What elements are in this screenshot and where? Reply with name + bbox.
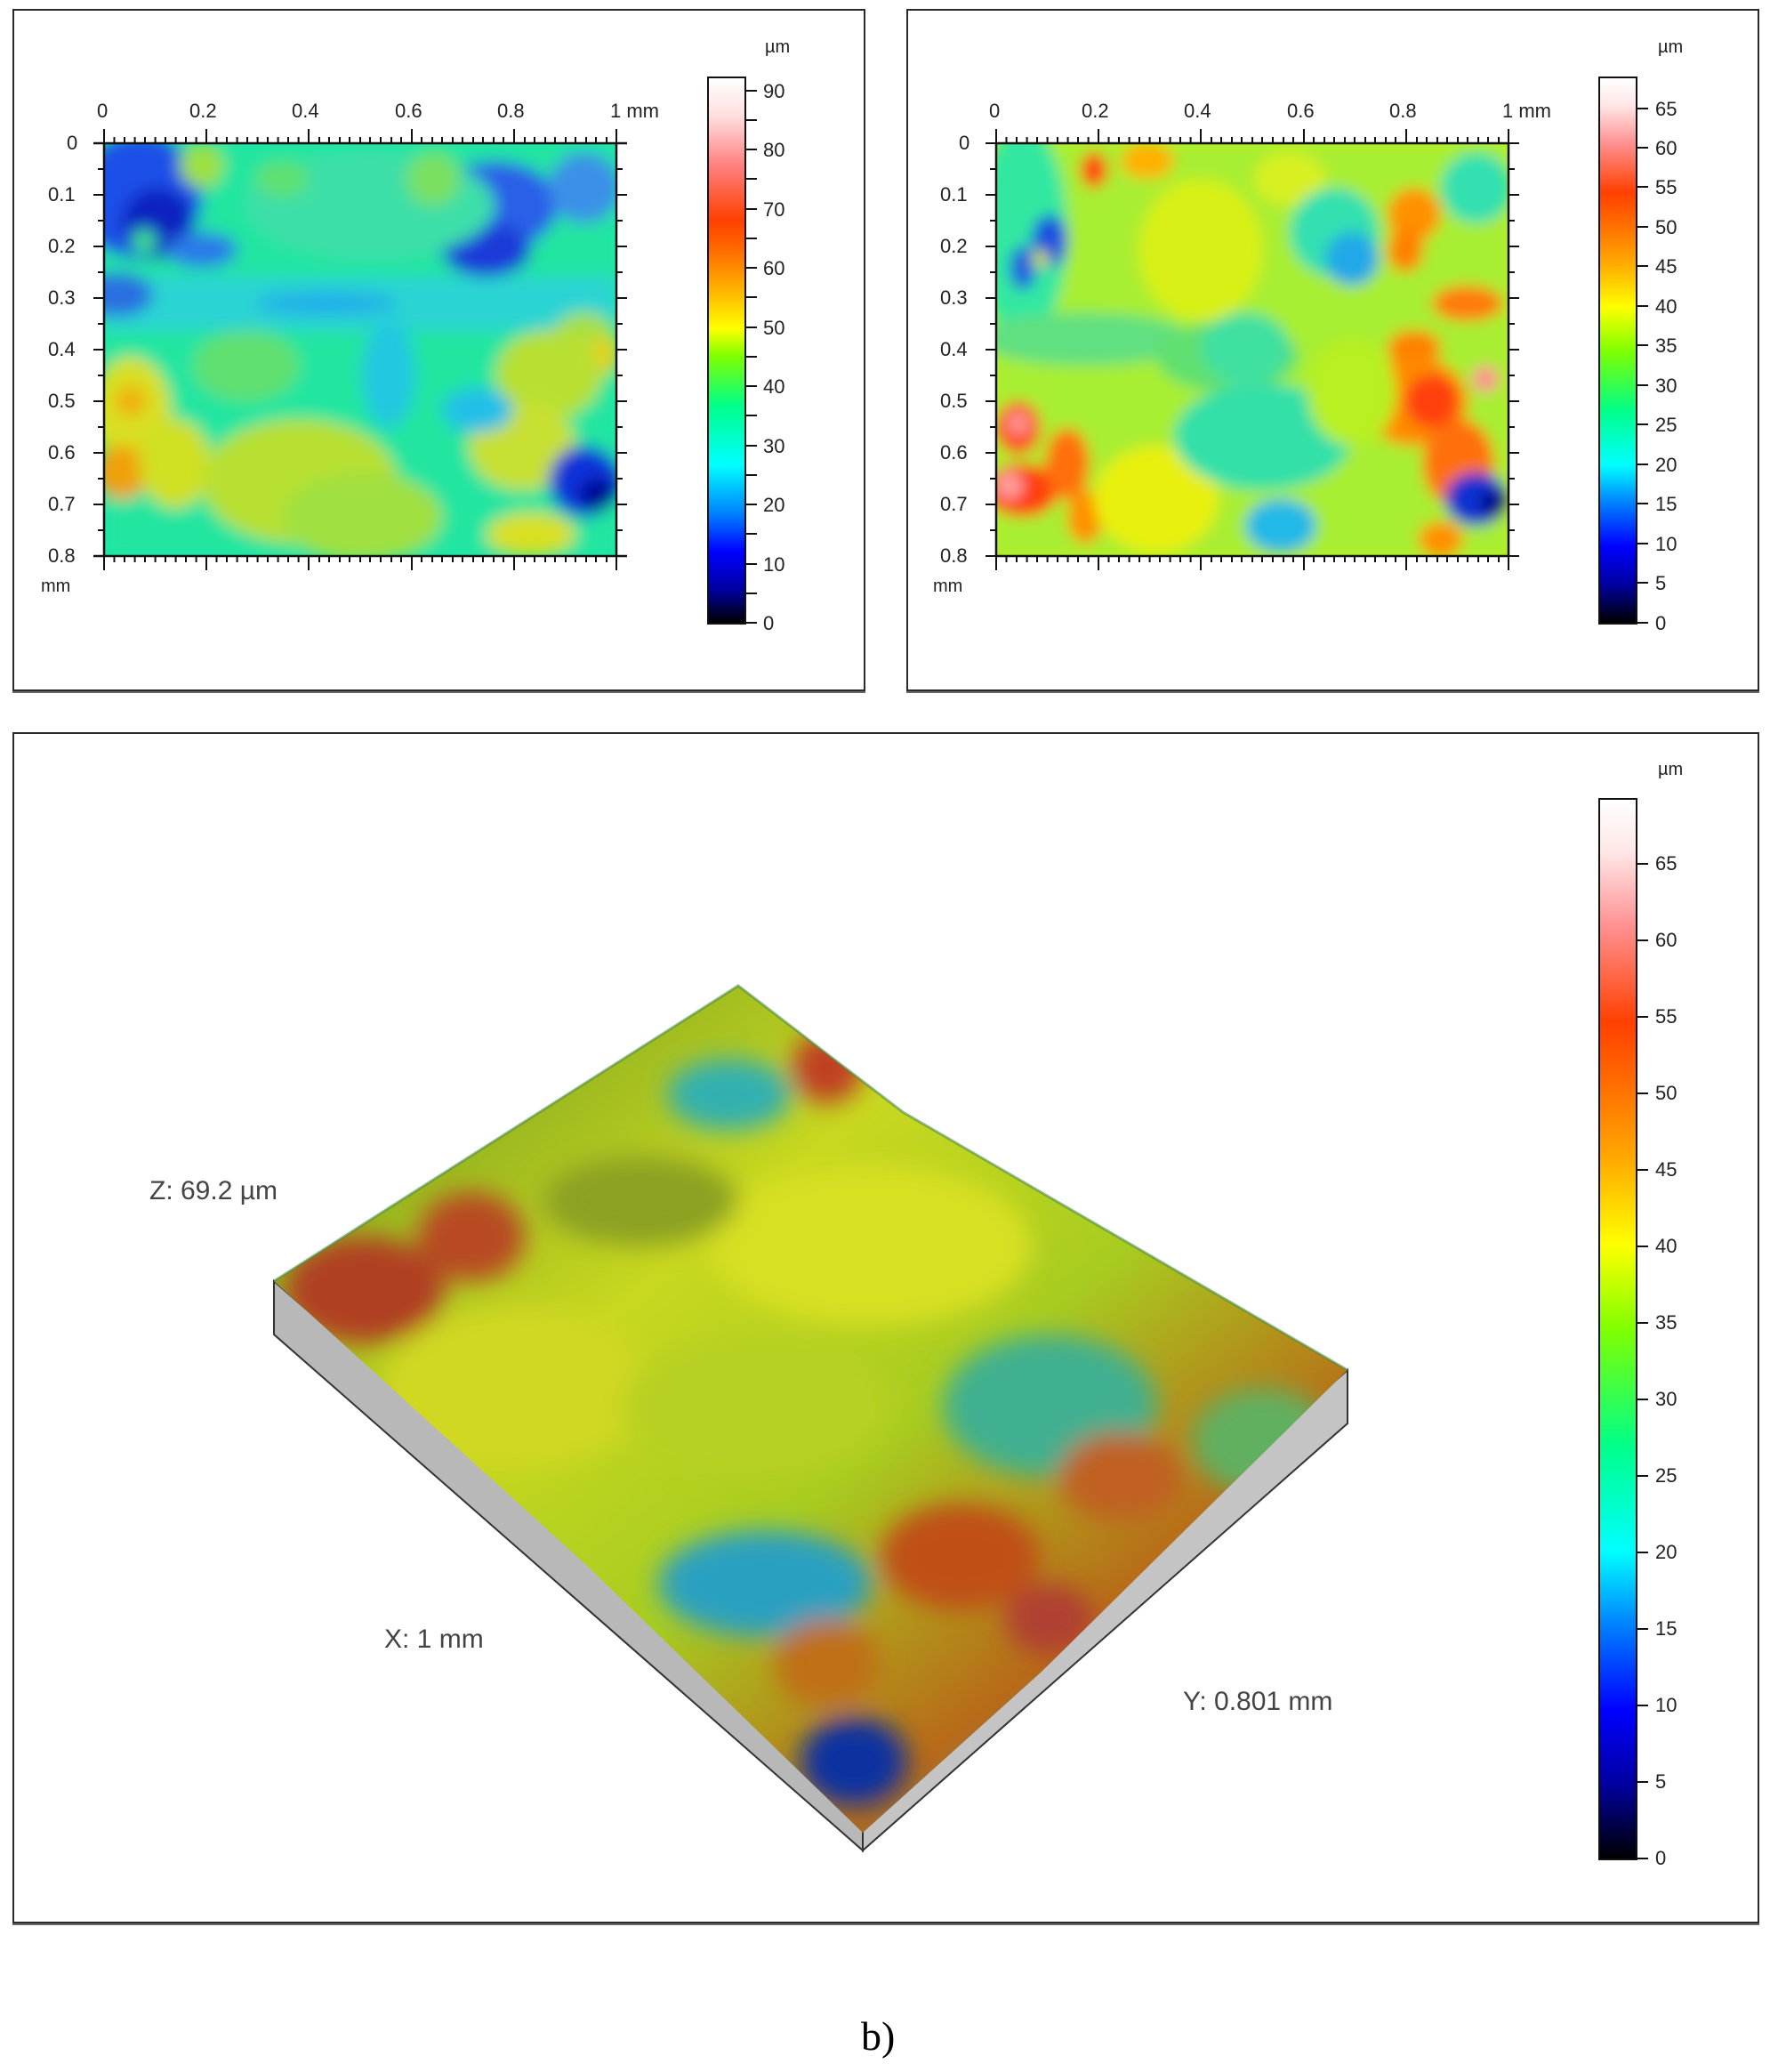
colorbar-tick-label: 30 [1655,1388,1677,1410]
heatmap-right [996,143,1509,556]
y-tick-label: 0.8 [940,544,968,567]
y-tick-label: 0 [959,132,970,154]
colorbar-tick-label: 60 [1655,137,1677,159]
x-axis-label: X: 1 mm [384,1625,484,1654]
x-tick-label: 0.4 [292,100,319,122]
colorbar-left-ticks [744,90,757,624]
colorbar-tick-label: 10 [1655,1694,1677,1716]
y-tick-label: 0.1 [940,183,968,206]
colorbar-unit-label: µm [1658,37,1684,57]
surface-3d [273,984,1348,1853]
x-tick-label: 0.8 [497,100,525,122]
y-tick-label: 0.7 [48,493,76,515]
x-tick-label: 0.8 [1389,100,1417,122]
x-tick-label: 0.6 [1287,100,1315,122]
colorbar-tick-label: 45 [1655,1158,1677,1181]
colorbar-tick-label: 25 [1655,1464,1677,1487]
colorbar-tick-label: 35 [1655,335,1677,357]
y-tick-label: 0 [67,132,78,154]
colorbar-tick-label: 0 [763,612,775,634]
colorbar-tick-label: 65 [1655,852,1677,875]
colorbar-tick-label: 50 [1655,1082,1677,1104]
colorbar-tick-label: 5 [1655,1770,1667,1793]
colorbar-tick-label: 10 [1655,533,1677,555]
x-tick-label: 0.2 [1082,100,1109,122]
colorbar-tick-label: 40 [1655,1235,1677,1257]
colorbar-tick-label: 70 [763,198,785,221]
colorbar-tick-label: 20 [1655,454,1677,476]
colorbar-tick-label: 55 [1655,1005,1677,1028]
y-tick-label: 0.2 [48,235,76,257]
y-tick-label: 0.2 [940,235,968,257]
colorbar-left [707,77,746,625]
z-axis-label: Z: 69.2 µm [149,1176,278,1205]
colorbar-tick-label: 90 [763,80,785,102]
colorbar-right-ticks [1636,108,1648,624]
colorbar-tick-label: 15 [1655,493,1677,515]
colorbar-tick-label: 20 [1655,1541,1677,1563]
colorbar-tick-label: 5 [1655,572,1667,594]
y-tick-label: 0.1 [48,183,76,206]
colorbar-tick-label: 80 [763,139,785,161]
x-tick-label: 0 [97,100,109,122]
colorbar-unit-label: µm [765,37,791,57]
colorbar-tick-label: 0 [1655,1847,1667,1869]
y-axis-label: Y: 0.801 mm [1183,1687,1333,1716]
colorbar-tick-label: 25 [1655,414,1677,436]
y-tick-label: 0.7 [940,493,968,515]
y-tick-label: 0.6 [48,441,76,464]
colorbar-tick-label: 30 [763,435,785,457]
y-tick-label: 0.4 [940,338,968,360]
colorbar-tick-label: 50 [763,317,785,339]
colorbar-bottom [1598,798,1637,1860]
heatmap-left [104,143,616,556]
y-tick-label: 0.8 [48,544,76,567]
y-tick-label: 0.5 [940,390,968,412]
y-axis-unit-label: mm [41,576,71,596]
colorbar-tick-label: 0 [1655,612,1667,634]
colorbar-tick-label: 20 [763,494,785,516]
figure-caption: b) [861,2013,896,2059]
colorbar-tick-label: 10 [763,553,785,576]
colorbar-tick-label: 65 [1655,98,1677,120]
colorbar-tick-label: 60 [1655,929,1677,951]
x-axis-unit-label: 1 mm [1502,100,1551,122]
colorbar-tick-label: 40 [763,375,785,398]
axes-left [93,129,627,570]
x-tick-label: 0.6 [395,100,422,122]
colorbar-tick-label: 55 [1655,176,1677,198]
y-tick-label: 0.6 [940,441,968,464]
colorbar-tick-label: 30 [1655,375,1677,397]
y-tick-label: 0.3 [48,286,76,309]
x-tick-label: 0.2 [189,100,217,122]
colorbar-tick-label: 50 [1655,216,1677,238]
colorbar-tick-label: 15 [1655,1617,1677,1640]
colorbar-tick-label: 45 [1655,255,1677,278]
axes-right [986,129,1519,570]
y-tick-label: 0.5 [48,390,76,412]
colorbar-right [1598,77,1637,625]
colorbar-unit-label: µm [1658,760,1684,779]
colorbar-bottom-ticks [1636,863,1648,1859]
y-axis-unit-label: mm [933,576,963,596]
colorbar-tick-label: 40 [1655,295,1677,318]
x-tick-label: 0.4 [1184,100,1211,122]
y-tick-label: 0.4 [48,338,76,360]
colorbar-tick-label: 60 [763,257,785,279]
x-axis-unit-label: 1 mm [610,100,659,122]
y-tick-label: 0.3 [940,286,968,309]
x-tick-label: 0 [989,100,1001,122]
colorbar-tick-label: 35 [1655,1311,1677,1334]
